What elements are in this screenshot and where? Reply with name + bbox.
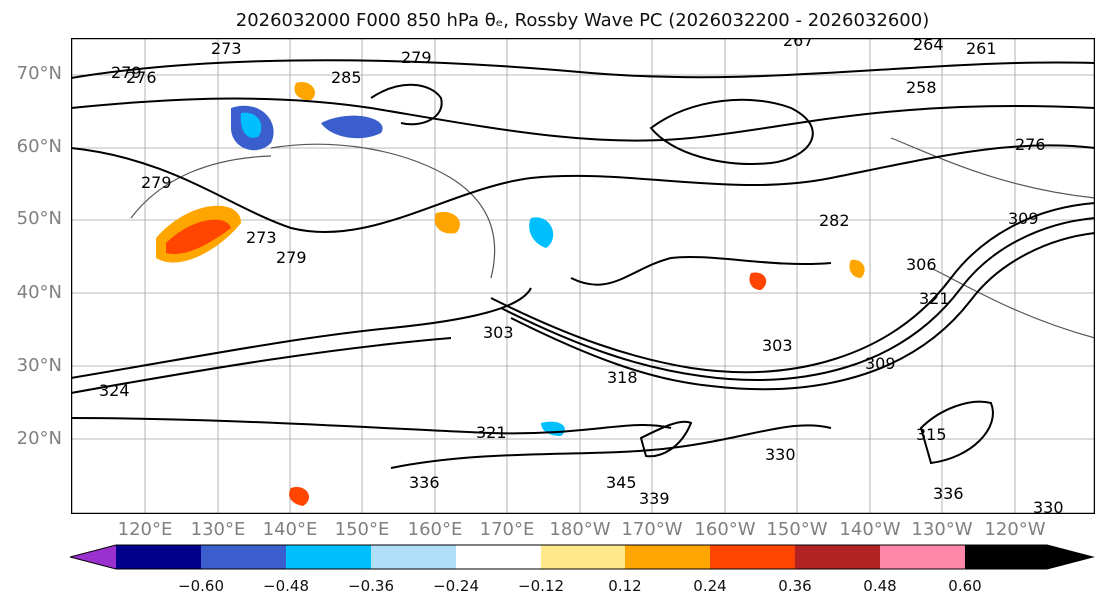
colorbar-bin [795, 545, 880, 569]
contour-label: 303 [483, 323, 514, 342]
lon-label-120e: 120°E [117, 519, 173, 540]
lon-label-180w: 180°W [549, 519, 611, 540]
colorbar-bin [625, 545, 710, 569]
colorbar-tick: 0.36 [778, 577, 812, 595]
contour-label: 330 [1033, 498, 1064, 514]
colorbar-tick: −0.36 [348, 577, 394, 595]
contour-label: 279 [401, 48, 432, 67]
contour-label: 273 [246, 228, 277, 247]
contour-label: 282 [819, 211, 850, 230]
colorbar-bin [541, 545, 625, 569]
lon-label-130w: 130°W [911, 519, 973, 540]
contour-label: 276 [126, 68, 157, 87]
contour-label: 279 [276, 248, 307, 267]
contour-label: 309 [1008, 209, 1039, 228]
contour-label: 330 [765, 445, 796, 464]
contour-label: 258 [906, 78, 937, 97]
contour-label: 309 [865, 354, 896, 373]
contour-label: 267 [783, 38, 814, 50]
contour-label: 273 [211, 39, 242, 58]
colorbar-bin [286, 545, 371, 569]
colorbar-tick: −0.48 [263, 577, 309, 595]
lon-label-160e: 160°E [407, 519, 463, 540]
colorbar-bin [710, 545, 795, 569]
lon-label-160w: 160°W [694, 519, 756, 540]
colorbar-extend-low [70, 545, 116, 569]
anomaly-shading [156, 81, 865, 506]
colorbar-tick: −0.12 [518, 577, 564, 595]
colorbar-outline [70, 544, 1095, 570]
colorbar-bin [201, 545, 286, 569]
graticule [71, 38, 1095, 514]
contour-label: 321 [919, 289, 950, 308]
lon-label-150w: 150°W [766, 519, 828, 540]
lon-label-130e: 130°E [190, 519, 246, 540]
colorbar-tick: −0.60 [178, 577, 224, 595]
contour-label: 318 [607, 368, 638, 387]
coastlines [130, 137, 1095, 339]
contour-labels: 273 279 276 285 279 267 264 261 258 279 … [99, 38, 1064, 514]
lon-label-140e: 140°E [262, 519, 318, 540]
lat-label-70n: 70°N [16, 63, 62, 84]
lon-label-140w: 140°W [839, 519, 901, 540]
lon-label-170w: 170°W [621, 519, 683, 540]
colorbar-bin [371, 545, 456, 569]
contour-label: 303 [762, 336, 793, 355]
contour-label: 324 [99, 381, 130, 400]
colorbar-tick: 0.12 [608, 577, 642, 595]
contour-label: 285 [331, 68, 362, 87]
colorbar-extend-high [965, 545, 1093, 569]
colorbar-tick: 0.60 [948, 577, 982, 595]
contour-label: 264 [913, 38, 944, 54]
contour-label: 321 [476, 423, 507, 442]
lat-label-20n: 20°N [16, 428, 62, 449]
contour-label: 339 [639, 489, 670, 508]
lon-label-150e: 150°E [334, 519, 390, 540]
colorbar-bin [456, 545, 541, 569]
colorbar-bin [116, 545, 201, 569]
contour-label: 306 [906, 255, 937, 274]
contour-label: 261 [966, 39, 997, 58]
theta-e-contours [71, 59, 1095, 469]
colorbar-bin [880, 545, 965, 569]
colorbar [70, 544, 1095, 570]
contour-label: 336 [933, 484, 964, 503]
contour-label: 336 [409, 473, 440, 492]
lat-label-30n: 30°N [16, 355, 62, 376]
map-plot: 273 279 276 285 279 267 264 261 258 279 … [71, 38, 1095, 514]
lat-label-40n: 40°N [16, 282, 62, 303]
lat-label-60n: 60°N [16, 136, 62, 157]
lon-label-120w: 120°W [984, 519, 1046, 540]
colorbar-tick: −0.24 [433, 577, 479, 595]
map-frame [71, 38, 1095, 514]
contour-label: 276 [1015, 135, 1046, 154]
contour-label: 345 [606, 473, 637, 492]
colorbar-tick: 0.24 [693, 577, 727, 595]
colorbar-tick: 0.48 [863, 577, 897, 595]
chart-title: 2026032000 F000 850 hPa θₑ, Rossby Wave … [235, 10, 930, 31]
contour-label: 315 [916, 425, 947, 444]
contour-label: 279 [111, 63, 142, 82]
lon-label-170e: 170°E [479, 519, 535, 540]
lat-label-50n: 50°N [16, 208, 62, 229]
contour-label: 279 [141, 173, 172, 192]
